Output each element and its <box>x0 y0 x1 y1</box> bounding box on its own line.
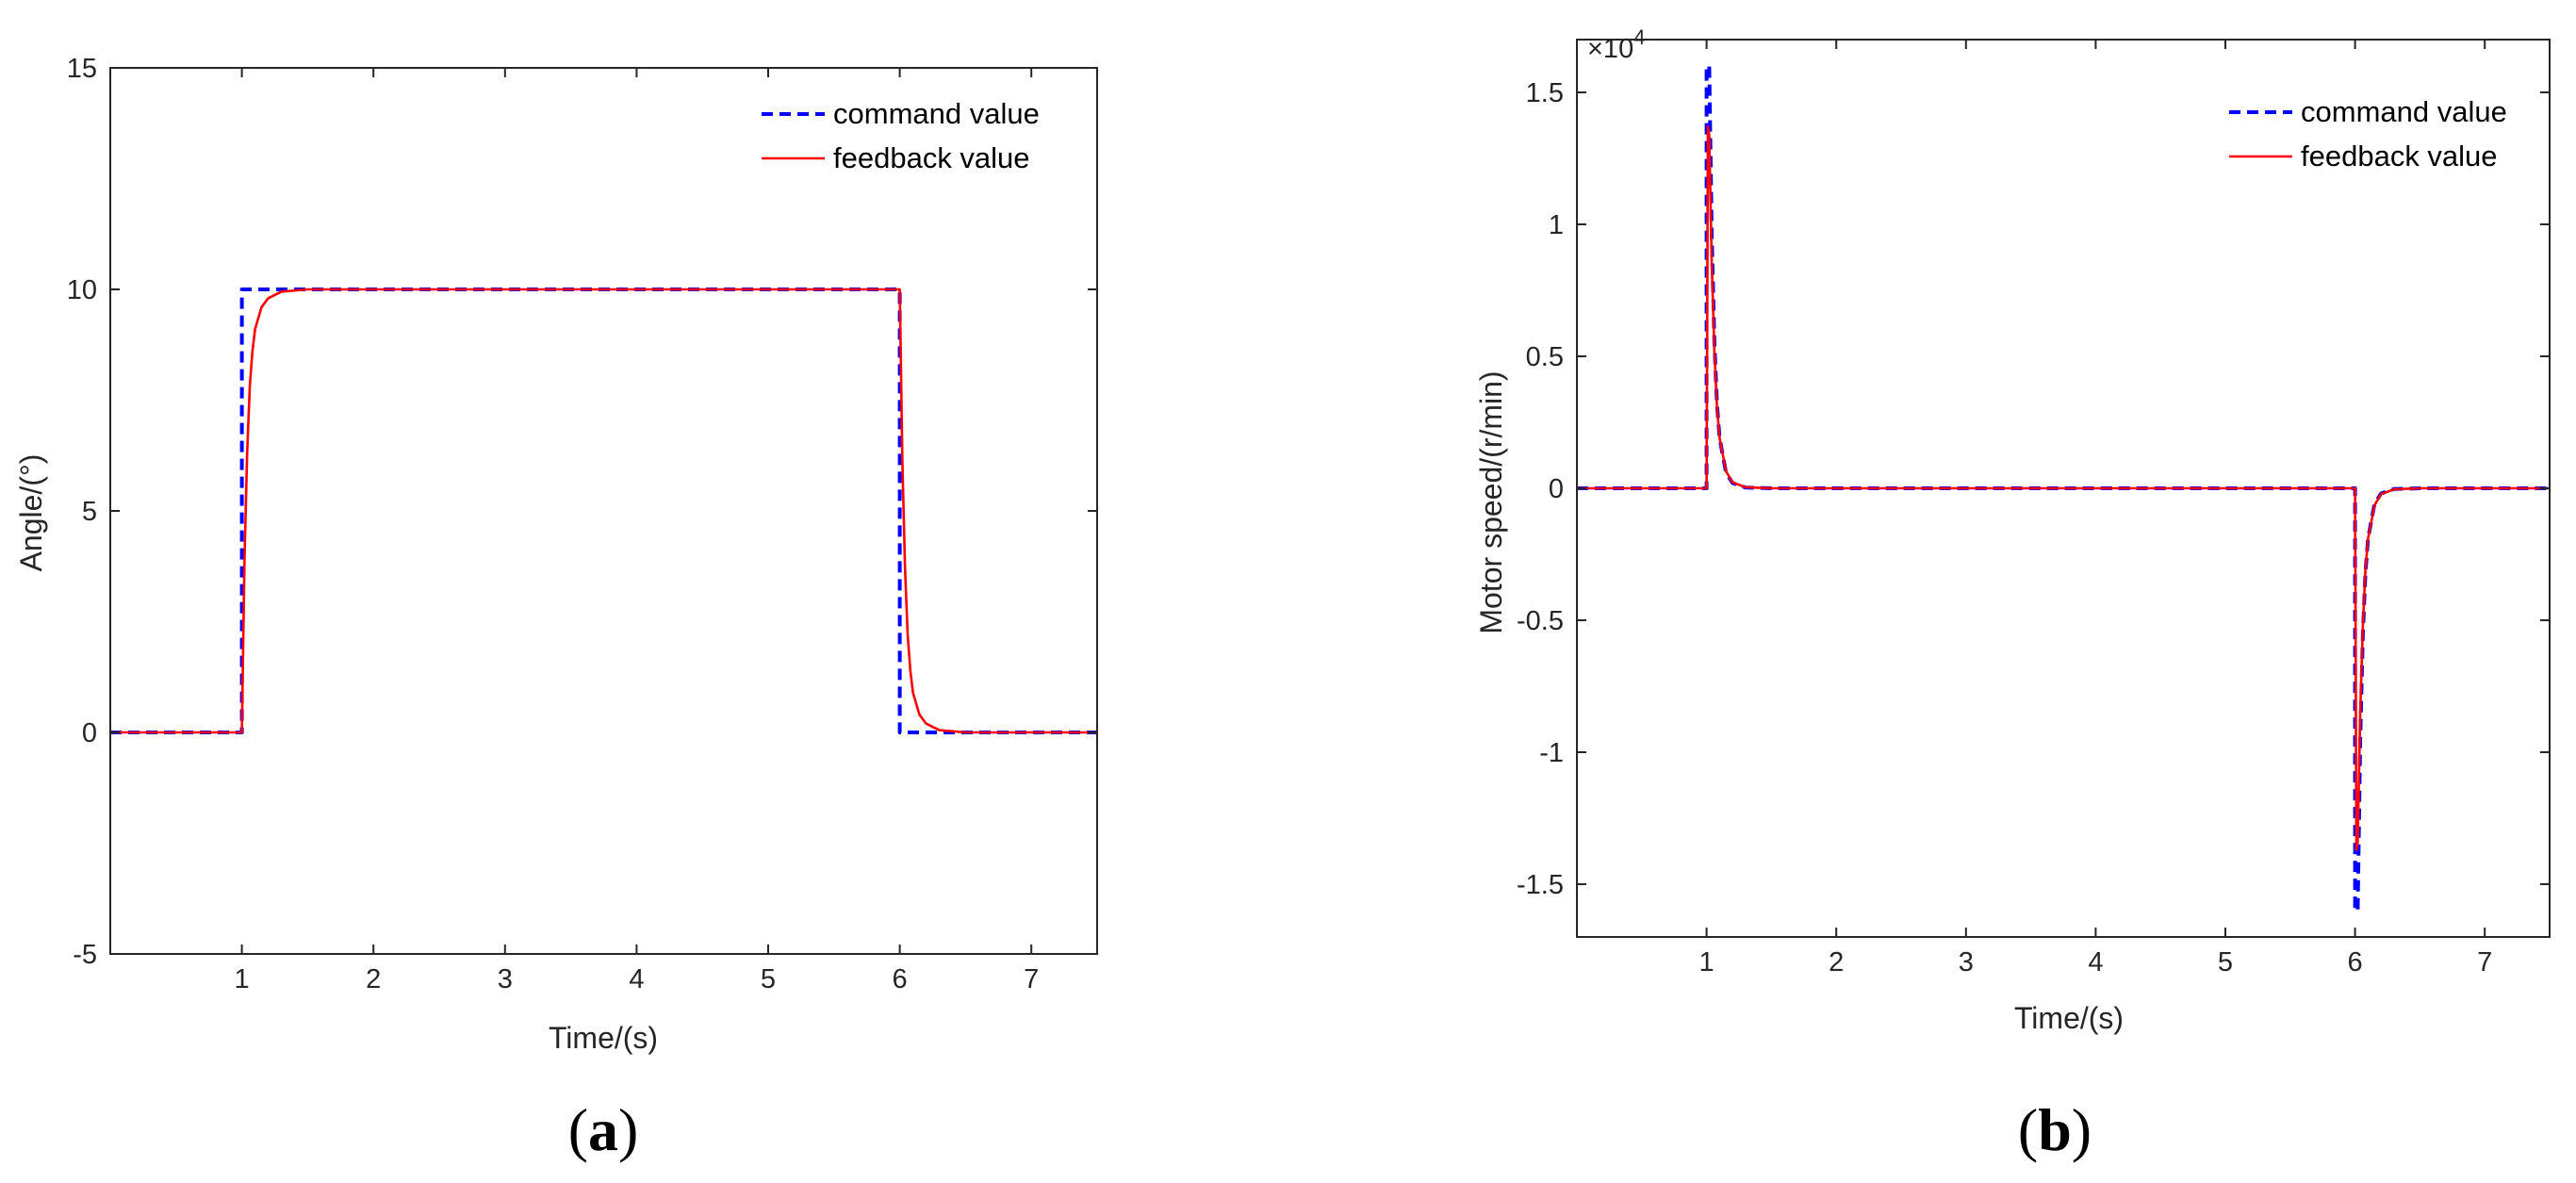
chart-a-legend-feedback-label: feedback value <box>833 141 1030 174</box>
chart-b: 1 2 3 4 5 6 7 -1.5 -1 -0.5 0 0.5 1 1.5 command value … <box>1474 25 2551 1163</box>
chart-b-y-multiplier-exponent: 4 <box>1633 25 1645 49</box>
chart-b-panel-label-close: ) <box>2072 1096 2092 1163</box>
chart-a-series-feedback-line <box>110 288 1097 734</box>
chart-b-xtick-label: 7 <box>2477 947 2492 978</box>
chart-a-xtick-label: 7 <box>1024 964 1039 994</box>
chart-a-legend: command value feedback value <box>762 97 1040 174</box>
chart-a: 1 2 3 4 5 6 7 -5 0 5 10 15 command value feedback v… <box>14 54 1098 1163</box>
chart-b-y-multiplier-base: ×10 <box>1587 34 1633 64</box>
chart-b-legend-feedback-label: feedback value <box>2301 140 2498 173</box>
chart-b-series-feedback-line <box>1577 125 2550 851</box>
chart-a-xtick-label: 3 <box>498 964 513 994</box>
chart-b-axes: 1 2 3 4 5 6 7 -1.5 -1 -0.5 0 0.5 1 1.5 <box>1517 39 2551 978</box>
chart-a-legend-command-label: command value <box>833 97 1040 130</box>
chart-b-ytick-label: -1 <box>1539 738 1564 768</box>
chart-a-axes-box <box>109 67 1098 955</box>
chart-a-panel-label-close: ) <box>618 1096 638 1163</box>
chart-a-ytick-label: -5 <box>73 940 97 970</box>
chart-b-ytick-label: -1.5 <box>1517 870 1564 900</box>
chart-b-ytick-label: 1.5 <box>1526 78 1564 108</box>
chart-a-xtick-label: 4 <box>629 964 644 994</box>
chart-b-xtick-label: 6 <box>2348 947 2363 978</box>
chart-a-panel-label: (a) <box>568 1096 639 1163</box>
chart-a-ytick-label: 10 <box>67 275 97 305</box>
chart-a-xtick-label: 1 <box>235 964 250 994</box>
chart-a-axes: 1 2 3 4 5 6 7 -5 0 5 10 15 <box>67 54 1098 994</box>
chart-a-xtick-label: 2 <box>366 964 381 994</box>
chart-b-xtick-label: 5 <box>2218 947 2233 978</box>
chart-b-xtick-label: 1 <box>1699 947 1715 978</box>
chart-b-xlabel: Time/(s) <box>2014 1001 2124 1035</box>
chart-a-ytick-label: 5 <box>82 497 97 527</box>
chart-b-panel-label-letter: b <box>2038 1096 2072 1163</box>
chart-a-panel-label-letter: a <box>588 1096 618 1163</box>
chart-b-legend: command value feedback value <box>2229 95 2507 173</box>
chart-b-ytick-label: 0.5 <box>1526 342 1564 372</box>
chart-a-xlabel: Time/(s) <box>549 1021 658 1055</box>
chart-b-legend-command-label: command value <box>2301 95 2507 128</box>
chart-b-xtick-label: 2 <box>1829 947 1844 978</box>
chart-b-panel-label-open: ( <box>2018 1096 2038 1163</box>
chart-a-panel-label-open: ( <box>568 1096 588 1163</box>
chart-b-ytick-label: 1 <box>1549 210 1564 240</box>
chart-b-series-layer <box>1577 64 2550 912</box>
chart-b-ytick-label: 0 <box>1549 474 1564 504</box>
chart-a-ytick-label: 0 <box>82 718 97 748</box>
chart-b-ytick-label: -0.5 <box>1517 606 1564 636</box>
chart-b-panel-label: (b) <box>2018 1096 2092 1163</box>
chart-a-ylabel: Angle/(°) <box>14 454 48 572</box>
chart-b-y-multiplier: ×104 <box>1587 25 1645 64</box>
chart-b-xtick-label: 3 <box>1959 947 1974 978</box>
chart-a-series-command-line <box>110 288 1097 734</box>
chart-a-xtick-label: 6 <box>893 964 908 994</box>
chart-a-ytick-label: 15 <box>67 54 97 84</box>
chart-b-ylabel: Motor speed/(r/min) <box>1474 370 1508 633</box>
chart-b-xtick-label: 4 <box>2088 947 2103 978</box>
chart-a-series-layer <box>110 288 1097 734</box>
chart-a-xtick-label: 5 <box>761 964 776 994</box>
